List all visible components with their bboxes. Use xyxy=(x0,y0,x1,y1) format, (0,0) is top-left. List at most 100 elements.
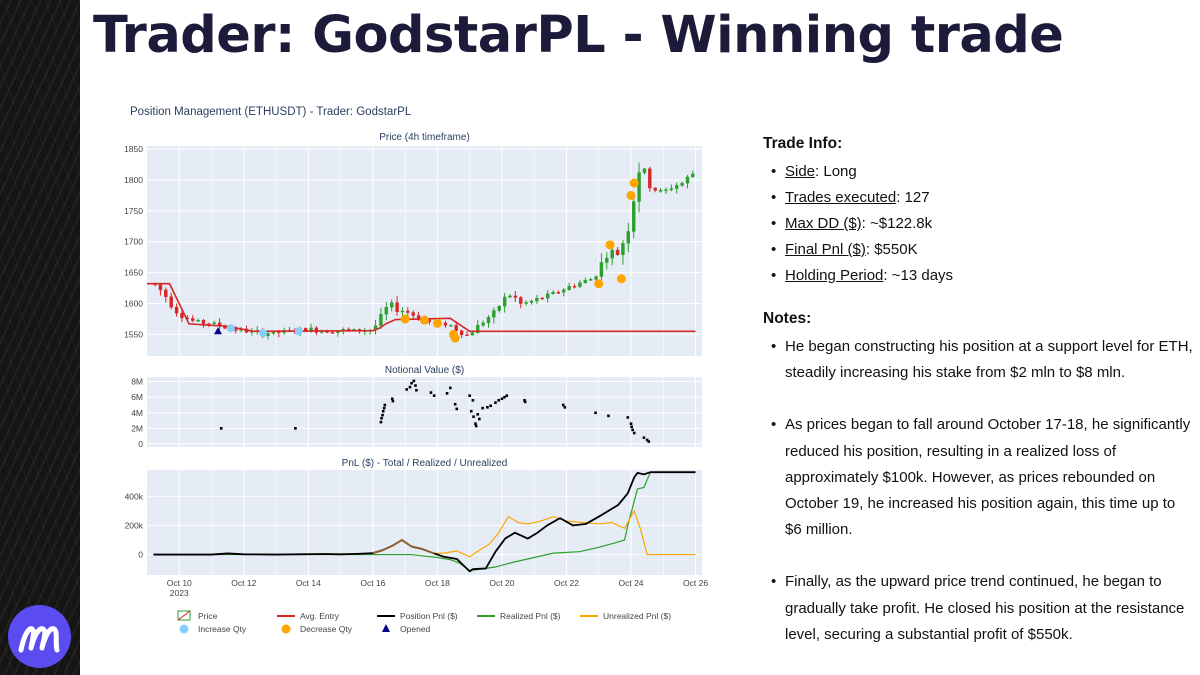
trade-info-label: Max DD ($) xyxy=(785,215,862,232)
legend-label: Position Pnl ($) xyxy=(400,611,458,621)
notional-point xyxy=(219,427,223,430)
notional-point xyxy=(607,414,610,418)
trade-info-label: Final Pnl ($) xyxy=(785,241,866,258)
decrease-qty-marker xyxy=(400,314,410,324)
candle-body xyxy=(158,284,163,291)
panel-title: Notional Value ($) xyxy=(385,365,464,376)
candle-body xyxy=(395,302,399,313)
legend-candle-swatch xyxy=(177,610,191,621)
panel-title: PnL ($) - Total / Realized / Unrealized xyxy=(342,458,508,469)
candle-body xyxy=(653,187,657,191)
notional-point xyxy=(647,440,651,443)
candle-body xyxy=(196,320,200,322)
decrease-qty-marker xyxy=(594,279,604,289)
notional-point xyxy=(497,399,501,402)
notional-point xyxy=(468,394,471,397)
decrease-qty-marker xyxy=(450,333,460,343)
notional-point xyxy=(415,388,418,392)
candle-body xyxy=(476,324,480,333)
panel-background xyxy=(147,470,702,575)
candle-body xyxy=(588,279,593,281)
avg-entry-line xyxy=(147,282,696,333)
notional-point xyxy=(645,438,649,442)
candle-body xyxy=(497,306,501,311)
y-tick-label: 1650 xyxy=(124,268,143,278)
candle-body xyxy=(212,322,216,324)
candle-body xyxy=(443,322,448,326)
candle-body xyxy=(632,201,636,232)
y-tick-label: 1700 xyxy=(124,237,143,247)
notional-point xyxy=(390,397,394,401)
notional-point xyxy=(476,413,480,416)
y-tick-label: 1750 xyxy=(124,206,143,216)
candle-body xyxy=(599,262,604,277)
trade-info-value: : ~$122.8k xyxy=(861,215,933,232)
legend-label: Realized Pnl ($) xyxy=(500,611,561,621)
increase-qty-marker xyxy=(259,329,268,338)
candle-body xyxy=(562,289,566,293)
notional-point xyxy=(381,409,385,413)
x-tick-label: Oct 10 xyxy=(167,578,192,588)
panel-background xyxy=(147,377,702,447)
m-logo-icon xyxy=(8,605,71,668)
candle-body xyxy=(524,302,528,304)
decrease-qty-marker xyxy=(626,190,636,200)
chart-title: Position Management (ETHUSDT) - Trader: … xyxy=(130,106,412,118)
candle-body xyxy=(637,172,641,202)
candle-body xyxy=(400,310,405,313)
trade-info-item: Holding Period: ~13 days xyxy=(763,263,1193,289)
candle-body xyxy=(615,249,620,256)
notional-point xyxy=(561,403,565,407)
candle-body xyxy=(551,292,555,294)
x-tick-label: Oct 24 xyxy=(618,578,643,588)
trade-info-heading: Trade Info: xyxy=(763,135,843,152)
notional-point xyxy=(474,422,477,425)
notional-point xyxy=(523,399,526,402)
trade-info-value: : Long xyxy=(815,163,857,180)
chart-svg: Position Management (ETHUSDT) - Trader: … xyxy=(124,106,708,634)
notional-point xyxy=(594,411,597,415)
legend-label: Opened xyxy=(400,624,431,634)
trade-info-value: : 127 xyxy=(896,189,930,206)
candle-body xyxy=(685,176,690,184)
x-tick-label: Oct 14 xyxy=(296,578,321,588)
candle-body xyxy=(384,306,389,315)
notional-point xyxy=(445,392,449,395)
candle-body xyxy=(465,334,469,336)
trade-info-label: Holding Period xyxy=(785,267,884,284)
candle-body xyxy=(642,168,647,173)
notional-point xyxy=(471,399,475,402)
notional-point xyxy=(486,406,489,409)
notional-point xyxy=(405,388,409,391)
trade-info-item: Side: Long xyxy=(763,159,1193,185)
notional-point xyxy=(474,424,478,428)
y-tick-label: 0 xyxy=(138,439,143,449)
candle-body xyxy=(675,185,679,189)
candle-body xyxy=(454,325,458,331)
notional-point xyxy=(469,409,473,413)
y-tick-label: 1800 xyxy=(124,175,143,185)
trade-info-list: Side: Long Trades executed: 127 Max DD (… xyxy=(763,159,1193,289)
candle-body xyxy=(529,300,534,303)
candle-body xyxy=(594,276,598,280)
candle-body xyxy=(508,295,512,298)
candle-body xyxy=(583,279,587,283)
notional-point xyxy=(642,436,646,439)
x-tick-year: 2023 xyxy=(170,588,189,598)
candle-body xyxy=(664,189,668,191)
trade-info-label: Side xyxy=(785,163,816,180)
position-management-chart: Position Management (ETHUSDT) - Trader: … xyxy=(95,95,725,655)
candle-body xyxy=(658,189,663,192)
notional-point xyxy=(412,379,416,383)
candle-body xyxy=(567,286,571,291)
legend-label: Avg. Entry xyxy=(300,611,340,621)
notional-point xyxy=(455,407,459,411)
y-tick-label: 2M xyxy=(131,423,143,433)
opened-marker xyxy=(213,327,222,335)
notional-point xyxy=(478,417,481,421)
notional-point xyxy=(630,425,633,429)
notes-list: He began constructing his position at a … xyxy=(763,334,1193,648)
notional-point xyxy=(382,406,386,410)
trade-info-item: Final Pnl ($): $550K xyxy=(763,237,1193,263)
trade-info-item: Max DD ($): ~$122.8k xyxy=(763,211,1193,237)
